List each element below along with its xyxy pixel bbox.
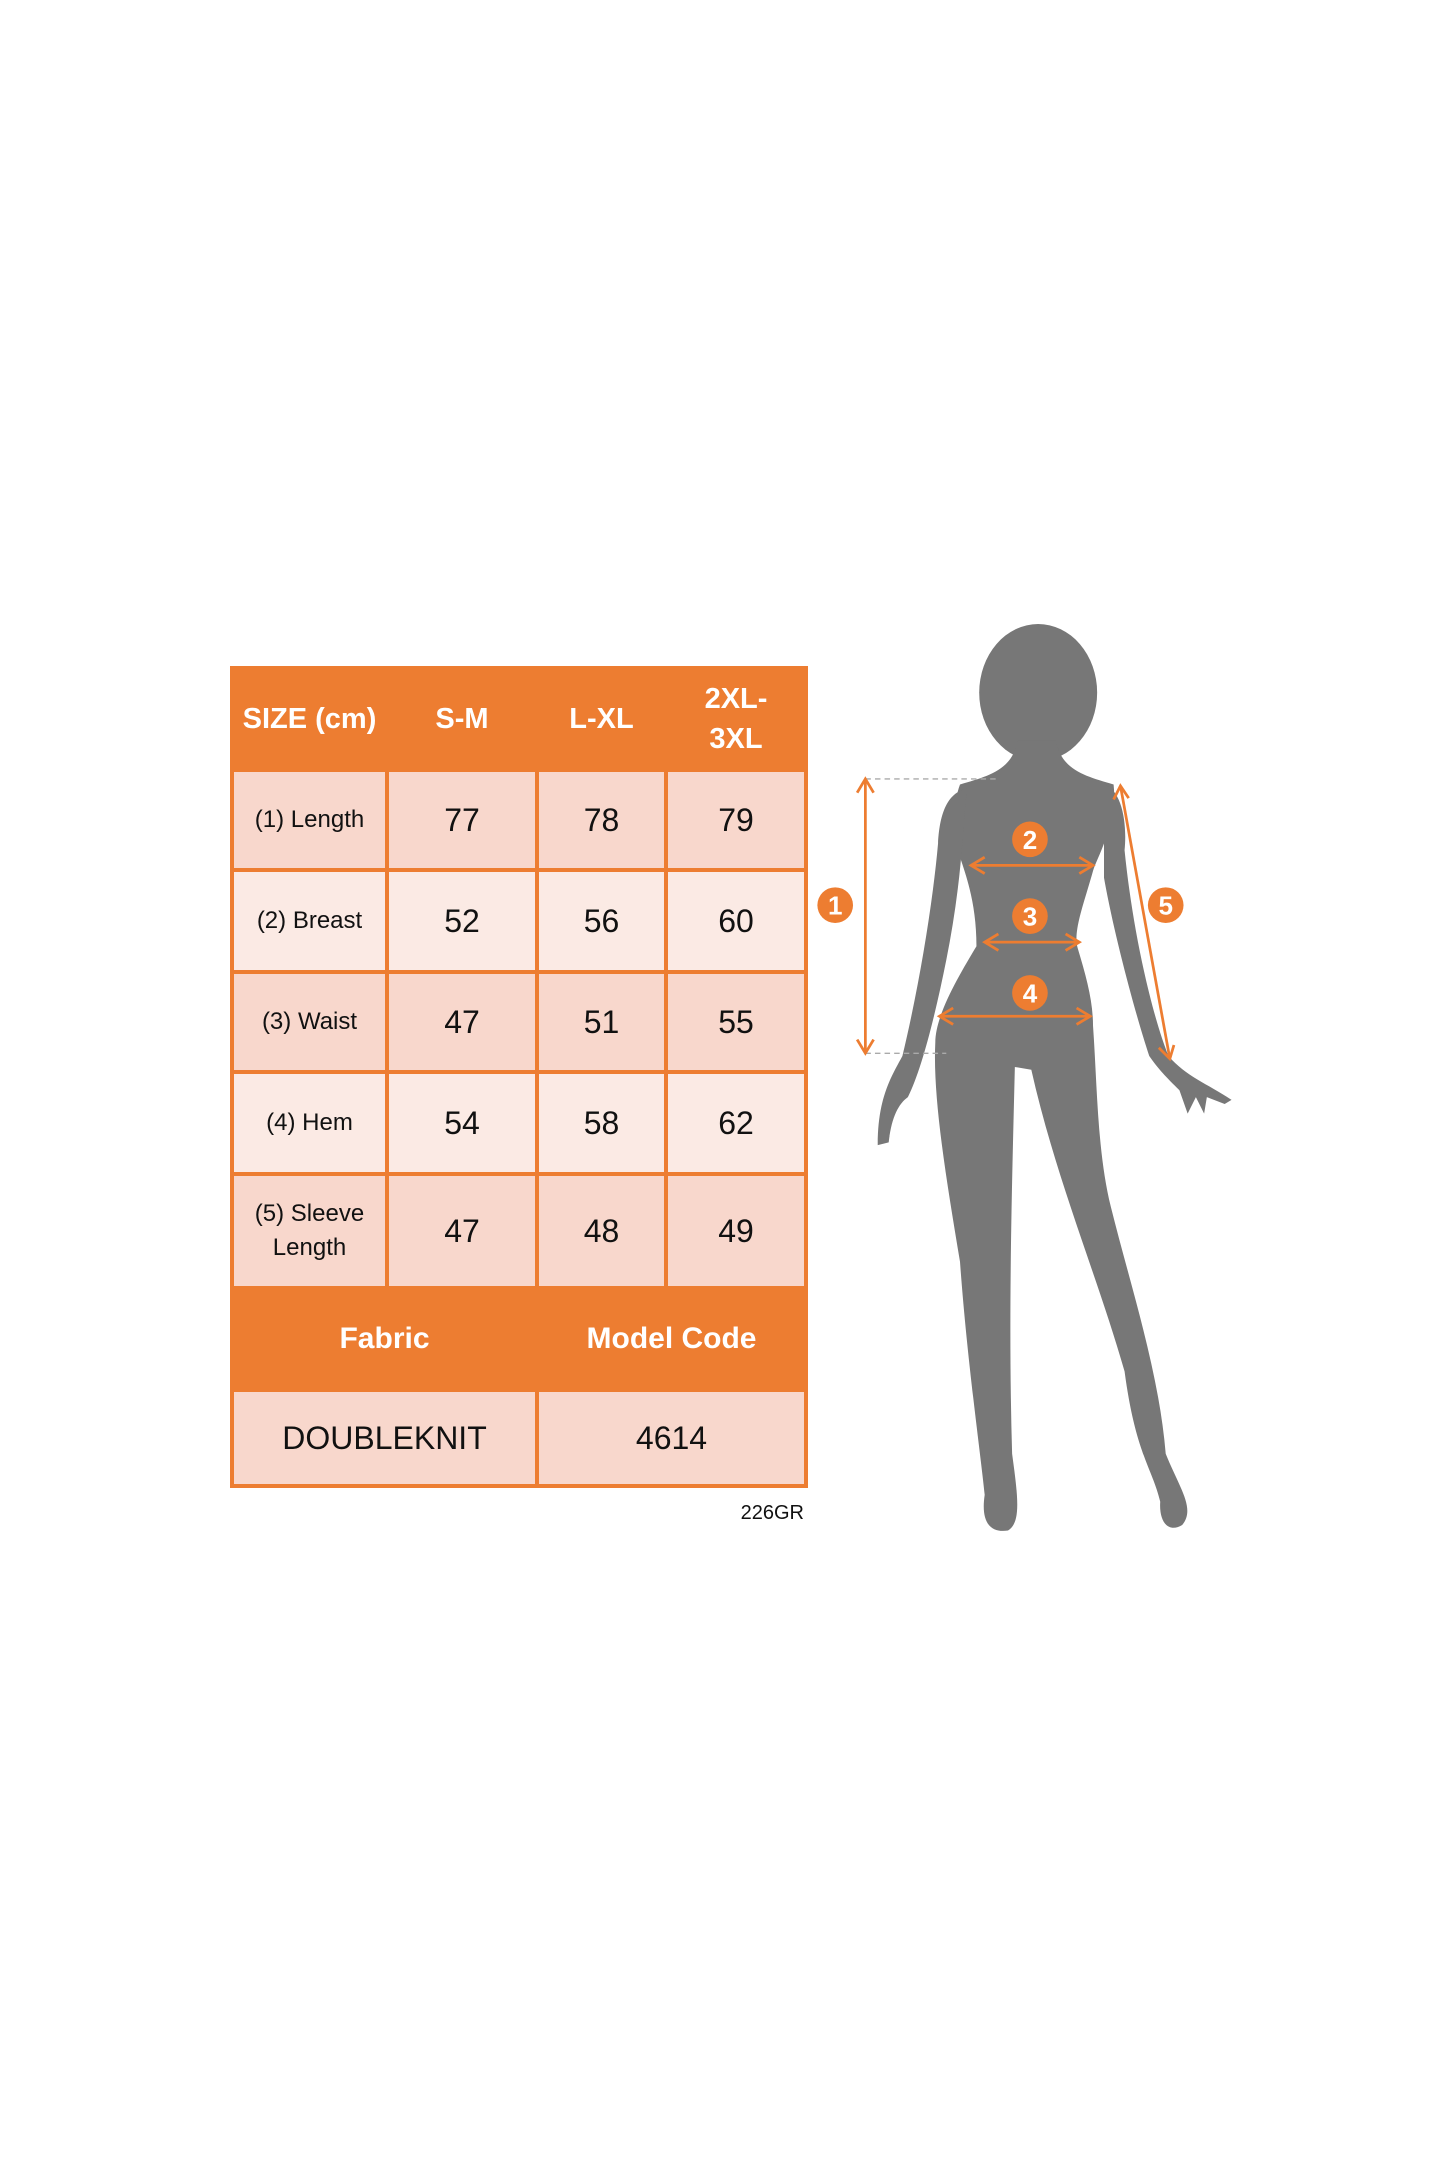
- cell: 78: [535, 768, 668, 872]
- guide-lines: [865, 778, 999, 1054]
- footer-row: DOUBLEKNIT 4614: [230, 1388, 808, 1488]
- table-row: (1) Length 77 78 79: [230, 768, 808, 872]
- header-model-code: Model Code: [535, 1286, 808, 1392]
- table-row: (5) Sleeve Length 47 48 49: [230, 1172, 808, 1290]
- marker-5: 5: [1158, 891, 1173, 921]
- table-row: (4) Hem 54 58 62: [230, 1070, 808, 1176]
- table-header-row: SIZE (cm) S-M L-XL 2XL-3XL: [230, 666, 808, 772]
- product-code: 226GR: [740, 1502, 804, 1524]
- fabric-value: DOUBLEKNIT: [230, 1388, 539, 1488]
- row-label: (2) Breast: [230, 868, 389, 974]
- silhouette: [877, 624, 1232, 1531]
- row-label: (1) Length: [230, 768, 389, 872]
- measurement-arrows: [855, 776, 1176, 1062]
- marker-4: 4: [1023, 979, 1038, 1009]
- cell: 48: [535, 1172, 668, 1290]
- cell: 51: [535, 970, 668, 1074]
- cell: 47: [385, 1172, 539, 1290]
- cell: 55: [664, 970, 808, 1074]
- header-size: SIZE (cm): [230, 666, 389, 772]
- cell: 58: [535, 1070, 668, 1176]
- table-row: (2) Breast 52 56 60: [230, 868, 808, 974]
- cell: 47: [385, 970, 539, 1074]
- header-s-m: S-M: [385, 666, 539, 772]
- cell: 52: [385, 868, 539, 974]
- header-2xl-3xl: 2XL-3XL: [664, 666, 808, 772]
- cell: 49: [664, 1172, 808, 1290]
- marker-2: 2: [1023, 825, 1038, 855]
- cell: 79: [664, 768, 808, 872]
- table-row: (3) Waist 47 51 55: [230, 970, 808, 1074]
- cell: 54: [385, 1070, 539, 1176]
- header-fabric: Fabric: [230, 1286, 539, 1392]
- header-l-xl: L-XL: [535, 666, 668, 772]
- cell: 62: [664, 1070, 808, 1176]
- cell: 60: [664, 868, 808, 974]
- marker-1: 1: [828, 891, 843, 921]
- cell: 77: [385, 768, 539, 872]
- model-code-value: 4614: [535, 1388, 808, 1488]
- measurement-markers: 1 2 3 4 5: [817, 821, 1184, 1011]
- footer-header-row: Fabric Model Code: [230, 1286, 808, 1392]
- row-label: (3) Waist: [230, 970, 389, 1074]
- row-label: (4) Hem: [230, 1070, 389, 1176]
- marker-3: 3: [1023, 902, 1038, 932]
- cell: 56: [535, 868, 668, 974]
- size-chart-table: SIZE (cm) S-M L-XL 2XL-3XL (1) Length 77…: [230, 666, 808, 1488]
- row-label: (5) Sleeve Length: [230, 1172, 389, 1290]
